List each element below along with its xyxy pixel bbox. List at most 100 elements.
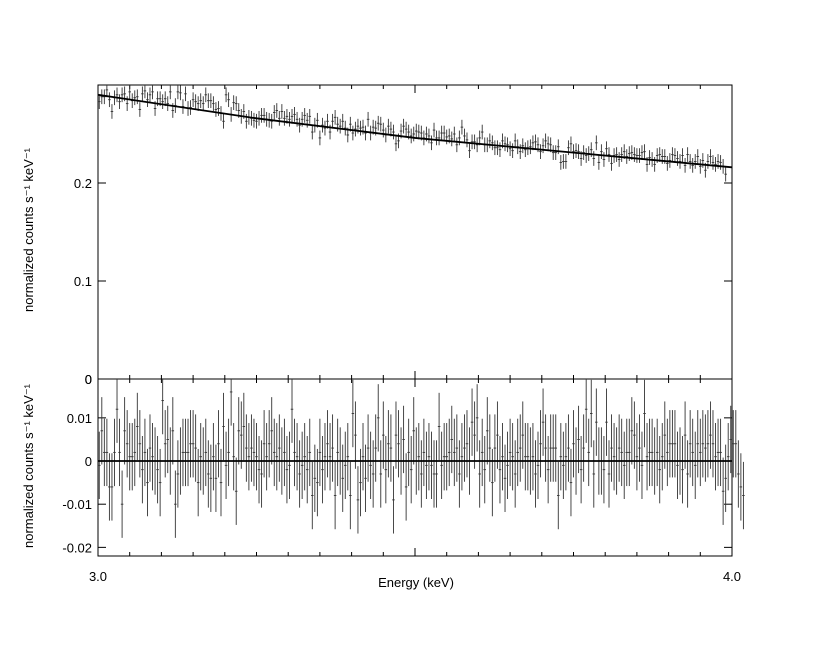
residual-data-point: [333, 461, 337, 530]
residual-x-tick-label: 3.0: [89, 569, 107, 584]
spectrum-data-point: [110, 104, 114, 119]
residual-data-point: [732, 410, 735, 478]
residual-data-point: [120, 470, 124, 538]
spectrum-data-point: [108, 92, 111, 108]
spectrum-data-point: [100, 89, 104, 105]
spectrum-data-point: [252, 112, 256, 128]
spectrum-data-point: [331, 113, 334, 129]
residual-panel: 0 0.01 0 -0.01 -0.02 3.0 4.0: [62, 372, 745, 584]
residual-data-point: [303, 423, 306, 491]
residual-data-point: [628, 418, 631, 487]
residual-data-point: [404, 453, 408, 521]
residual-data-point: [663, 401, 667, 469]
residual-data-point: [278, 414, 281, 482]
spectrum-data-point: [163, 91, 167, 107]
spectrum-data-point: [491, 135, 494, 151]
residual-data-point: [539, 410, 542, 478]
residual-data-point: [587, 418, 590, 487]
spectrum-data-point: [338, 118, 342, 134]
residual-data-point: [668, 410, 672, 478]
spectrum-data-point: [473, 134, 476, 150]
spectrum-data-point: [524, 142, 527, 158]
residual-data-point: [447, 418, 451, 487]
spectrum-data-point: [714, 157, 717, 172]
residual-data-point: [158, 448, 162, 517]
spectrum-data-point: [295, 111, 299, 127]
residual-data-point: [191, 410, 195, 478]
residual-data-point: [207, 440, 210, 508]
residual-data-point: [219, 448, 223, 517]
spectrum-data-point: [602, 152, 606, 167]
residual-data-point: [366, 414, 370, 482]
residual-data-point: [351, 379, 355, 448]
residual-data-point: [103, 418, 106, 487]
residual-data-point: [607, 440, 611, 508]
spectrum-data-point: [427, 128, 431, 144]
residual-data-point: [671, 410, 674, 478]
spectrum-data-point: [311, 124, 314, 140]
residual-data-point: [100, 397, 104, 465]
residual-data-point: [181, 418, 185, 487]
spectrum-data-point: [506, 137, 509, 153]
residual-data-point: [214, 444, 218, 512]
residual-data-point: [480, 418, 484, 487]
residual-data-point: [105, 418, 109, 487]
residual-y-tick-label: 0: [85, 454, 92, 469]
spectrum-data-point: [518, 144, 522, 159]
residual-data-point: [316, 448, 319, 517]
spectrum-data-point: [138, 102, 142, 117]
residual-data-point: [364, 444, 367, 512]
residual-data-point: [356, 466, 360, 534]
spectrum-data-point: [597, 155, 601, 170]
residual-data-point: [128, 423, 131, 491]
spectrum-data-point: [351, 125, 355, 141]
residual-data-point: [331, 414, 334, 482]
residual-y-tick-label: -0.02: [62, 540, 92, 555]
spectrum-data-point: [194, 94, 197, 110]
spectrum-data-point: [288, 111, 291, 127]
residual-data-point: [635, 423, 639, 491]
residual-data-point: [336, 418, 339, 487]
spectrum-y-tick-label: 0.2: [74, 176, 92, 191]
spectrum-data-point: [232, 95, 235, 110]
spectrum-data-point: [498, 142, 502, 158]
residual-data-point: [252, 418, 256, 487]
residual-data-point: [326, 410, 329, 478]
residual-data-point: [498, 435, 502, 504]
residual-data-point: [288, 431, 291, 500]
spectrum-data-point: [531, 135, 535, 151]
x-axis-label: Energy (keV): [378, 575, 454, 590]
residual-data-point: [693, 431, 697, 500]
residual-data-point: [734, 410, 738, 478]
residual-data-point: [567, 414, 570, 482]
residual-data-point: [666, 418, 669, 487]
spectrum-data-point: [379, 116, 383, 132]
residual-data-point: [516, 418, 519, 487]
residual-data-point: [265, 423, 268, 491]
residual-data-point: [640, 431, 644, 500]
residual-data-point: [374, 414, 377, 482]
residual-data-point: [138, 410, 142, 478]
spectrum-data-point: [151, 85, 154, 100]
spectrum-data-point: [546, 136, 550, 152]
residual-y-tick-label: 0.01: [67, 411, 92, 426]
residual-data-point: [166, 405, 170, 474]
spectrum-data-point: [212, 96, 215, 111]
spectrum-data-point: [227, 92, 230, 108]
residual-data-point: [387, 410, 390, 478]
residual-data-point: [227, 418, 230, 487]
residual-data-point: [196, 448, 200, 517]
residual-data-point: [655, 418, 659, 487]
residual-data-point: [595, 388, 598, 456]
residual-data-point: [318, 418, 322, 487]
residual-data-point: [123, 397, 126, 465]
spectrum-data-point: [508, 141, 512, 157]
spectrum-data-point: [503, 136, 507, 152]
spectrum-data-point: [234, 96, 238, 111]
residual-data-point: [422, 418, 426, 487]
residual-data-point: [118, 418, 121, 487]
spectrum-data-point: [496, 140, 499, 156]
spectrum-data-point: [207, 93, 210, 109]
